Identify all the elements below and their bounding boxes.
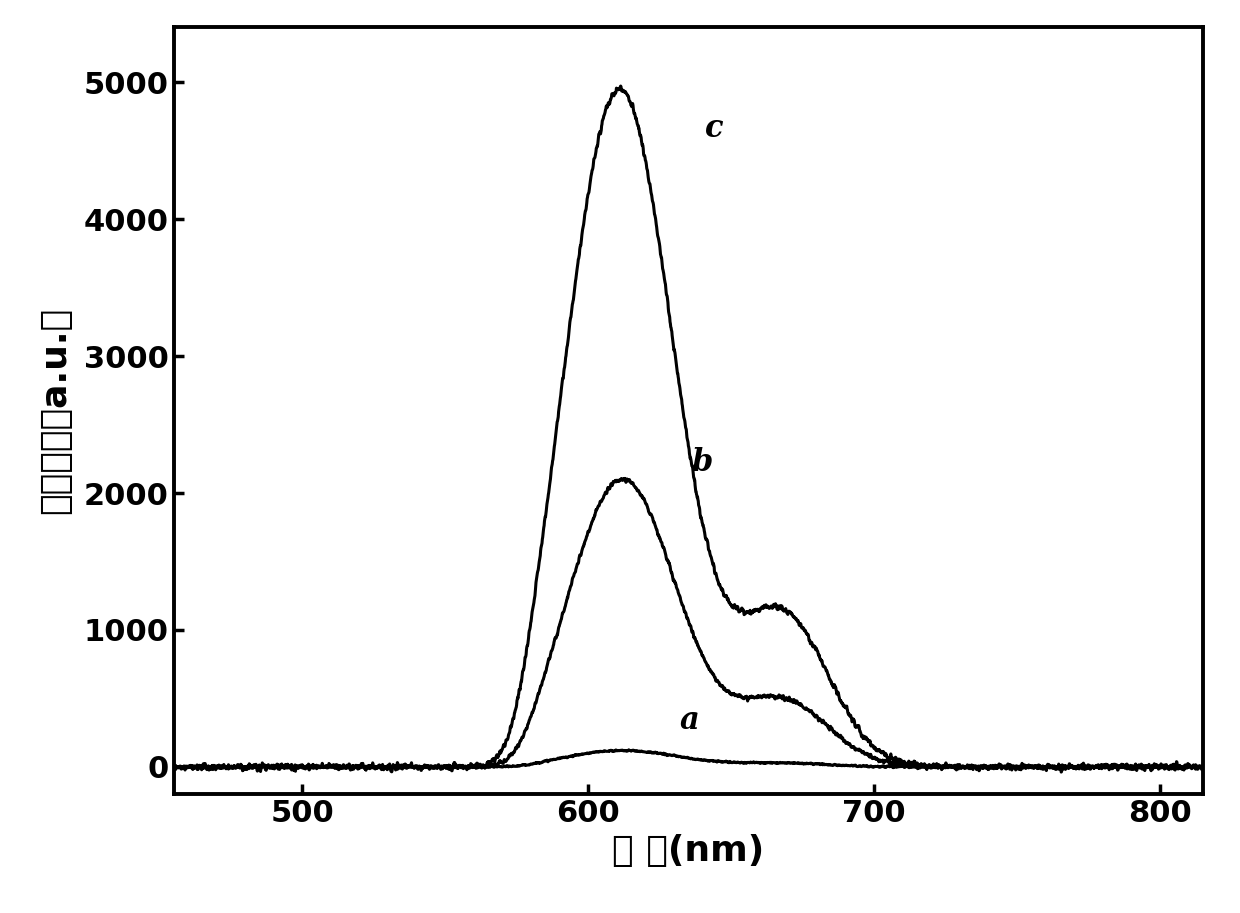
Text: b: b: [691, 447, 713, 478]
Y-axis label: 荧光强度（a.u.）: 荧光强度（a.u.）: [38, 308, 73, 514]
X-axis label: 波 长(nm): 波 长(nm): [613, 834, 764, 867]
Text: a: a: [680, 705, 699, 736]
Text: c: c: [706, 113, 724, 144]
